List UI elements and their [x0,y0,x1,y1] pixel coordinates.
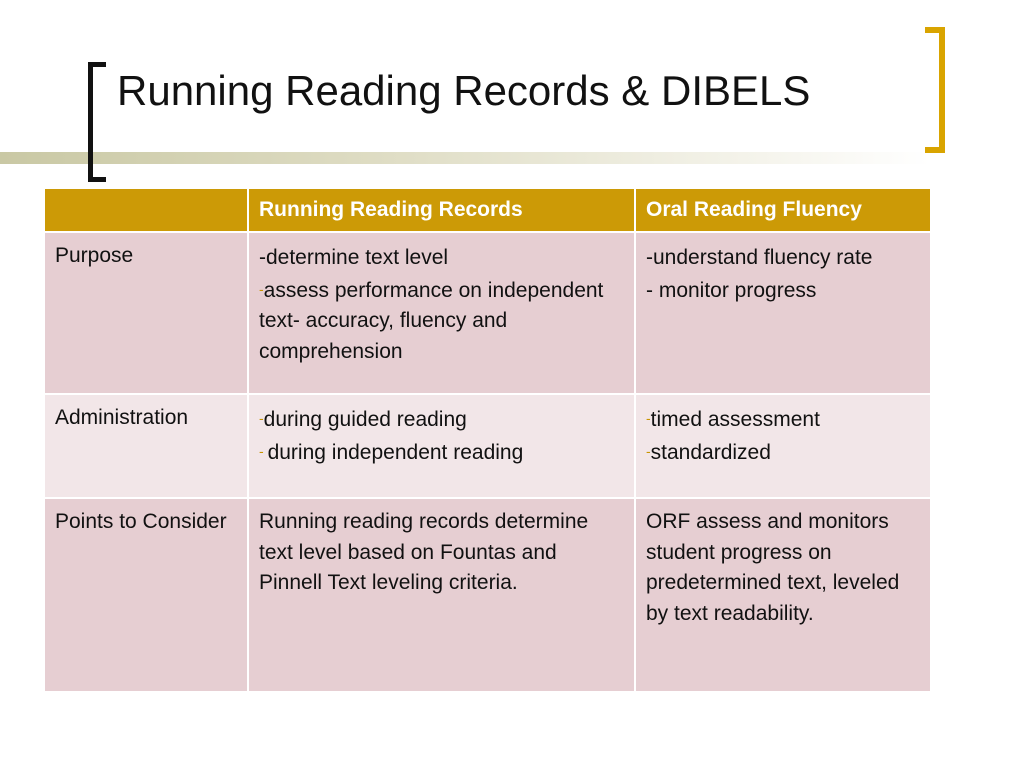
cell-administration-orf: -timed assessment -standardized [634,393,932,499]
dash-marker: - [646,442,651,459]
cell-line: -timed assessment [646,403,920,436]
cell-line: -during guided reading [259,403,624,436]
table-row-purpose: Purpose -determine text level -assess pe… [43,231,932,395]
dash-marker: - [259,410,264,426]
cell-line: -understand fluency rate [646,241,920,274]
table-header-row: Running Reading Records Oral Reading Flu… [43,187,932,233]
cell-text: Running reading records determine text l… [259,510,589,594]
cell-text: -determine text level [259,246,449,269]
cell-line: ORF assess and monitors student progress… [646,507,920,629]
cell-administration-rrr: -during guided reading - during independ… [247,393,636,499]
cell-line: -standardized [646,436,920,469]
cell-purpose-rrr: -determine text level -assess performanc… [247,231,636,395]
cell-line: - during independent reading [259,436,624,469]
row-label-administration: Administration [43,393,249,499]
cell-points-rrr: Running reading records determine text l… [247,497,636,693]
cell-text: timed assessment [650,408,820,431]
table-row-administration: Administration -during guided reading - … [43,393,932,499]
cell-purpose-orf: -understand fluency rate - monitor progr… [634,231,932,395]
cell-text: - monitor progress [646,278,817,302]
cell-line: - monitor progress [646,274,920,307]
dash-marker: - [646,410,651,426]
title-underline-gradient [0,152,930,164]
left-bracket-decoration [88,62,106,182]
comparison-table: Running Reading Records Oral Reading Flu… [43,187,932,693]
cell-points-orf: ORF assess and monitors student progress… [634,497,932,693]
cell-text: during independent reading [267,440,524,464]
dash-marker: - [259,280,264,297]
cell-line: -determine text level [259,241,624,274]
slide-title: Running Reading Records & DIBELS [117,67,811,114]
header-cell-oral-reading-fluency: Oral Reading Fluency [634,187,932,233]
header-cell-empty [43,187,249,233]
row-label-points-to-consider: Points to Consider [43,497,249,693]
cell-text: during guided reading [263,408,467,431]
cell-text: standardized [650,440,771,464]
dash-marker: - [259,442,268,459]
row-label-purpose: Purpose [43,231,249,395]
table-row-points-to-consider: Points to Consider Running reading recor… [43,497,932,693]
cell-text: -understand fluency rate [646,246,873,269]
right-bracket-decoration [925,27,945,153]
cell-text: assess performance on independent text- … [259,278,604,363]
header-cell-running-reading-records: Running Reading Records [247,187,636,233]
cell-line: Running reading records determine text l… [259,507,624,599]
cell-line: -assess performance on independent text-… [259,274,624,368]
cell-text: ORF assess and monitors student progress… [646,510,900,625]
